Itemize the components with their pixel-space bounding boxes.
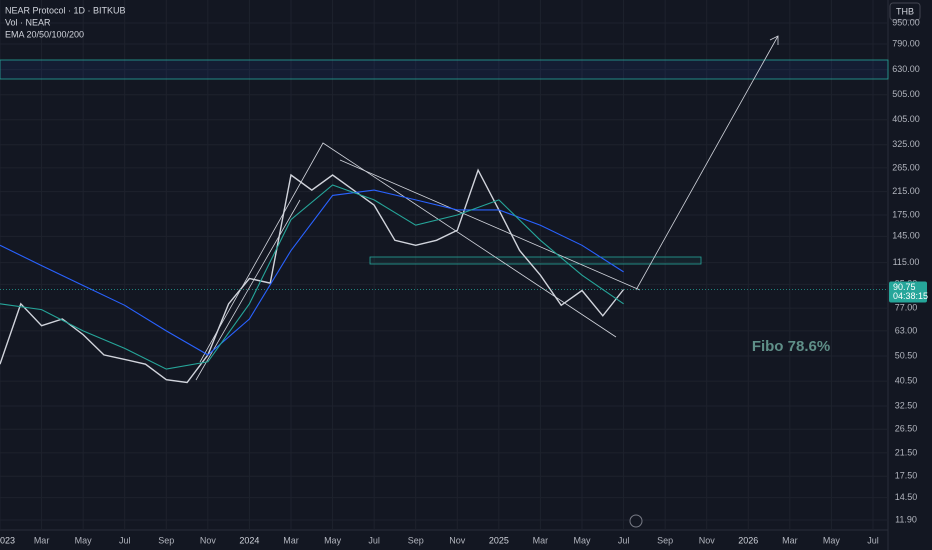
zone bbox=[0, 59, 889, 80]
y-tick-label: 405.00 bbox=[892, 114, 920, 124]
x-tick-label: May bbox=[823, 535, 841, 545]
x-tick-label: Jul bbox=[119, 535, 131, 545]
x-tick-label: Nov bbox=[699, 535, 716, 545]
y-tick-label: 505.00 bbox=[892, 89, 920, 99]
y-tick-label: 32.50 bbox=[895, 400, 918, 410]
y-tick-label: 950.00 bbox=[892, 17, 920, 27]
y-tick-label: 175.00 bbox=[892, 209, 920, 219]
y-tick-label: 11.90 bbox=[895, 514, 917, 524]
y-tick-label: 63.00 bbox=[895, 325, 918, 335]
x-tick-label: Mar bbox=[533, 535, 549, 545]
price-tag bbox=[889, 281, 927, 303]
subtitle: EMA 20/50/100/200 bbox=[5, 29, 84, 39]
y-tick-label: 630.00 bbox=[892, 64, 920, 74]
x-tick-label: Jul bbox=[618, 535, 630, 545]
price-tag-countdown: 04:38:15 bbox=[893, 291, 928, 301]
x-tick-label: Mar bbox=[782, 535, 798, 545]
price-line bbox=[0, 184, 624, 370]
y-tick-label: 50.50 bbox=[895, 350, 918, 360]
currency-button[interactable] bbox=[889, 2, 921, 21]
y-tick-label: 115.00 bbox=[893, 257, 920, 267]
x-tick-label: Mar bbox=[34, 535, 50, 545]
plot bbox=[0, 168, 888, 384]
currency[interactable]: THB bbox=[896, 6, 914, 16]
y-tick-label: 17.50 bbox=[895, 471, 918, 481]
y-tick-label: 265.00 bbox=[892, 162, 920, 172]
channel bbox=[339, 159, 641, 291]
grid bbox=[0, 0, 888, 530]
x-tick-label: May bbox=[324, 535, 342, 545]
x-tick-label: Sep bbox=[158, 535, 174, 545]
arrow-head bbox=[769, 35, 779, 45]
y-tick-label: 77.00 bbox=[895, 303, 918, 313]
zone bbox=[369, 256, 702, 265]
x-tick-label: Jul bbox=[368, 535, 380, 545]
subtitle: Vol · NEAR bbox=[5, 17, 51, 27]
x-tick-label: Sep bbox=[657, 535, 673, 545]
x-tick-label: 2025 bbox=[489, 535, 509, 545]
x-tick-label: Nov bbox=[200, 535, 217, 545]
y-tick-label: 215.00 bbox=[892, 186, 920, 196]
x-tick-label: May bbox=[573, 535, 591, 545]
title: NEAR Protocol · 1D · BITKUB bbox=[5, 5, 126, 15]
y-tick-label: 145.00 bbox=[892, 231, 920, 241]
y-tick-label: 40.50 bbox=[895, 375, 918, 385]
x-tick-label: 2023 bbox=[0, 535, 15, 545]
x-tick-label: 2024 bbox=[239, 535, 259, 545]
y-tick-label: 325.00 bbox=[892, 139, 920, 149]
x-tick-label: Mar bbox=[283, 535, 299, 545]
price-line bbox=[0, 168, 625, 384]
y-tick-label: 790.00 bbox=[892, 38, 920, 48]
y-tick-label: 26.50 bbox=[895, 424, 918, 434]
y-tick-label: 21.50 bbox=[895, 447, 918, 457]
x-tick-label: Nov bbox=[449, 535, 466, 545]
annotation: Fibo 78.6% bbox=[752, 338, 830, 355]
price-tag-value: 90.75 bbox=[893, 282, 916, 292]
x-tick-label: Sep bbox=[408, 535, 424, 545]
x-tick-label: Jul bbox=[867, 535, 879, 545]
arrow bbox=[635, 35, 779, 291]
price-line bbox=[0, 189, 624, 356]
x-tick-label: 2026 bbox=[738, 535, 758, 545]
event-icon[interactable] bbox=[629, 514, 643, 528]
y-tick-label: 14.50 bbox=[895, 492, 918, 502]
x-tick-label: May bbox=[75, 535, 93, 545]
